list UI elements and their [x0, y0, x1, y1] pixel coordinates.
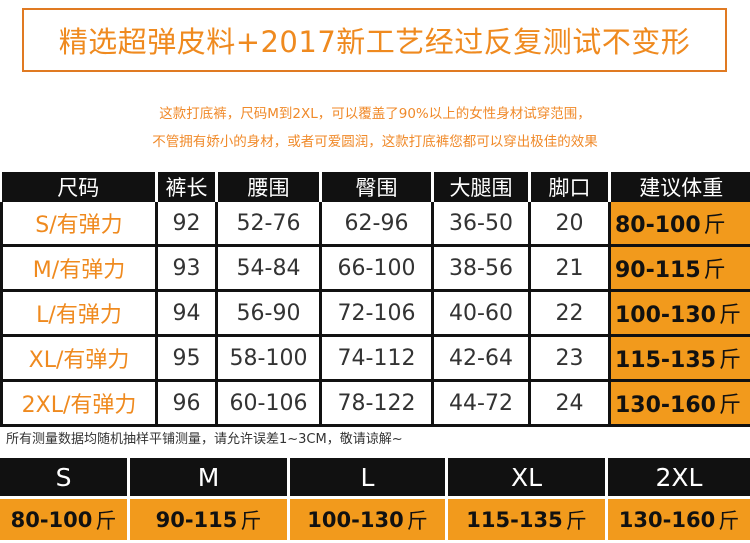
- strip-weight-unit: 斤: [95, 508, 117, 533]
- strip-weight: 90-115 斤: [130, 499, 287, 540]
- cell-thigh: 38-56: [432, 245, 531, 292]
- strip-weight: 130-160 斤: [608, 499, 750, 540]
- cell-waist: 60-106: [216, 380, 322, 427]
- table-row: S/有弹力 92 52-76 62-96 36-50 20 80-100 斤: [0, 202, 750, 247]
- size-weight-strip: S 80-100 斤 M 90-115 斤 L 100-130 斤 XL 115-13…: [0, 458, 750, 543]
- cell-thigh: 40-60: [432, 290, 531, 337]
- cell-weight: 100-130 斤: [609, 290, 750, 337]
- weight-value: 115-135: [615, 348, 716, 373]
- table-row: M/有弹力 93 54-84 66-100 38-56 21 90-115 斤: [0, 245, 750, 292]
- cell-hem: 23: [529, 335, 611, 382]
- weight-value: 100-130: [615, 303, 716, 328]
- table-row: 2XL/有弹力 96 60-106 78-122 44-72 24 130-16…: [0, 380, 750, 427]
- description-line-2: 不管拥有娇小的身材，或者可爱圆润，这款打底裤您都可以穿出极佳的效果: [152, 134, 598, 150]
- strip-weight-value: 130-160: [618, 507, 716, 532]
- strip-weight-unit: 斤: [240, 508, 262, 533]
- header-waist: 腰围: [216, 172, 322, 202]
- cell-hip: 72-106: [320, 290, 434, 337]
- cell-size: XL/有弹力: [0, 335, 158, 382]
- strip-column-m: M 90-115 斤: [130, 458, 287, 543]
- strip-weight-unit: 斤: [718, 508, 740, 533]
- cell-size: S/有弹力: [0, 202, 158, 247]
- cell-waist: 52-76: [216, 202, 322, 247]
- strip-weight: 115-135 斤: [448, 499, 605, 540]
- strip-weight-value: 90-115: [155, 507, 238, 532]
- cell-length: 94: [156, 290, 218, 337]
- weight-value: 90-115: [615, 258, 701, 283]
- strip-weight-unit: 斤: [565, 508, 587, 533]
- table-row: XL/有弹力 95 58-100 74-112 42-64 23 115-135…: [0, 335, 750, 382]
- cell-hip: 66-100: [320, 245, 434, 292]
- cell-waist: 54-84: [216, 245, 322, 292]
- header-thigh: 大腿围: [432, 172, 531, 202]
- cell-thigh: 42-64: [432, 335, 531, 382]
- strip-size-label: M: [130, 458, 287, 496]
- cell-size: M/有弹力: [0, 245, 158, 292]
- weight-value: 130-160: [615, 393, 716, 418]
- strip-column-s: S 80-100 斤: [0, 458, 127, 543]
- cell-length: 96: [156, 380, 218, 427]
- strip-size-label: 2XL: [608, 458, 750, 496]
- header-weight: 建议体重: [609, 172, 750, 202]
- cell-hem: 22: [529, 290, 611, 337]
- cell-size: 2XL/有弹力: [0, 380, 158, 427]
- cell-hem: 21: [529, 245, 611, 292]
- table-header-row: 尺码 裤长 腰围 臀围 大腿围 脚口 建议体重: [1, 172, 750, 202]
- cell-waist: 58-100: [216, 335, 322, 382]
- strip-weight-value: 80-100: [10, 507, 93, 532]
- cell-hip: 78-122: [320, 380, 434, 427]
- table-row: L/有弹力 94 56-90 72-106 40-60 22 100-130 斤: [0, 290, 750, 337]
- strip-weight-value: 115-135: [466, 507, 563, 532]
- weight-unit: 斤: [703, 213, 726, 238]
- strip-separator: [287, 458, 290, 543]
- header-hem: 脚口: [529, 172, 611, 202]
- strip-weight-unit: 斤: [406, 508, 428, 533]
- strip-separator: [127, 458, 130, 543]
- cell-length: 92: [156, 202, 218, 247]
- cell-hem: 24: [529, 380, 611, 427]
- cell-hem: 20: [529, 202, 611, 247]
- cell-weight: 115-135 斤: [609, 335, 750, 382]
- cell-length: 95: [156, 335, 218, 382]
- strip-separator: [445, 458, 448, 543]
- banner-text: 精选超弹皮料+2017新工艺经过反复测试不变形: [58, 25, 691, 59]
- weight-unit: 斤: [703, 258, 726, 283]
- cell-length: 93: [156, 245, 218, 292]
- measurement-note: 所有测量数据均随机抽样平铺测量，请允许误差1~3CM，敬请谅解~: [6, 432, 403, 447]
- header-hip: 臀围: [320, 172, 434, 202]
- strip-column-l: L 100-130 斤: [290, 458, 445, 543]
- header-size: 尺码: [1, 172, 158, 202]
- header-length: 裤长: [156, 172, 218, 202]
- cell-thigh: 44-72: [432, 380, 531, 427]
- strip-column-2xl: 2XL 130-160 斤: [608, 458, 750, 543]
- strip-separator: [605, 458, 608, 543]
- cell-weight: 80-100 斤: [609, 202, 750, 247]
- weight-value: 80-100: [615, 213, 701, 238]
- cell-hip: 62-96: [320, 202, 434, 247]
- strip-column-xl: XL 115-135 斤: [448, 458, 605, 543]
- strip-weight: 100-130 斤: [290, 499, 445, 540]
- cell-weight: 130-160 斤: [609, 380, 750, 427]
- strip-weight: 80-100 斤: [0, 499, 127, 540]
- strip-size-label: S: [0, 458, 127, 496]
- weight-unit: 斤: [718, 303, 741, 328]
- cell-size: L/有弹力: [0, 290, 158, 337]
- weight-unit: 斤: [718, 393, 741, 418]
- promo-banner: 精选超弹皮料+2017新工艺经过反复测试不变形: [22, 8, 727, 72]
- strip-size-label: XL: [448, 458, 605, 496]
- description-line-1: 这款打底裤，尺码M到2XL，可以覆盖了90%以上的女性身材试穿范围，: [159, 106, 591, 122]
- cell-hip: 74-112: [320, 335, 434, 382]
- strip-size-label: L: [290, 458, 445, 496]
- cell-weight: 90-115 斤: [609, 245, 750, 292]
- cell-thigh: 36-50: [432, 202, 531, 247]
- cell-waist: 56-90: [216, 290, 322, 337]
- strip-weight-value: 100-130: [307, 507, 404, 532]
- weight-unit: 斤: [718, 348, 741, 373]
- size-chart-table: 尺码 裤长 腰围 臀围 大腿围 脚口 建议体重 S/有弹力 92 52-76 6…: [0, 172, 750, 427]
